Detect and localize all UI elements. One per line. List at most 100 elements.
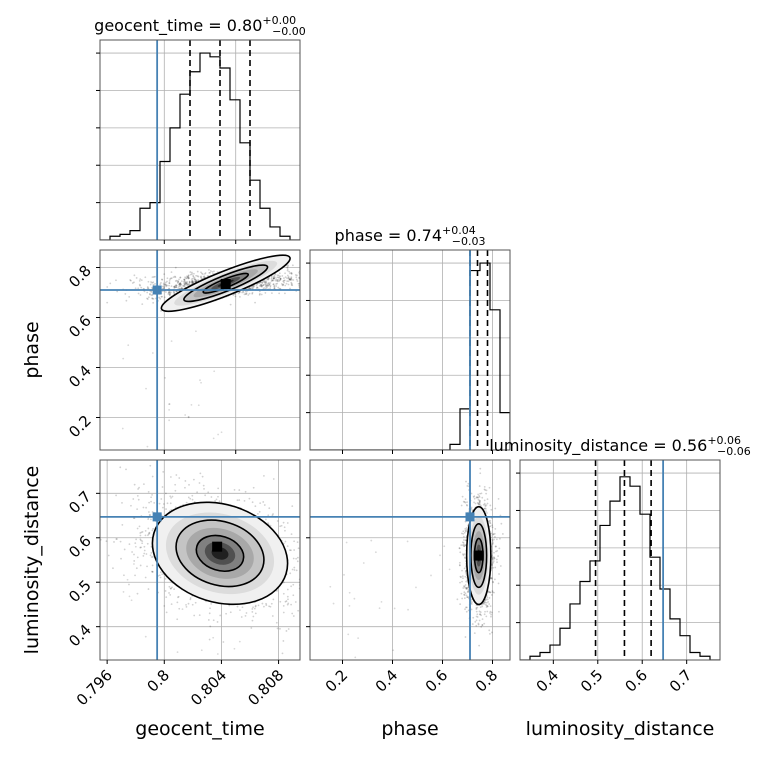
sample-point <box>193 272 195 275</box>
sample-point <box>461 569 463 572</box>
sample-point <box>267 278 270 280</box>
sample-point <box>486 605 489 608</box>
sample-point <box>483 485 486 488</box>
sample-point <box>273 277 275 279</box>
sample-point <box>181 608 184 610</box>
sample-point <box>183 284 186 287</box>
sample-point <box>172 291 175 294</box>
sample-point <box>261 602 264 605</box>
sample-point <box>483 499 486 502</box>
sample-point <box>267 281 270 284</box>
sample-point <box>279 278 282 280</box>
grid <box>100 40 300 240</box>
sample-point <box>479 606 482 609</box>
sample-point <box>162 282 165 285</box>
sample-point <box>476 616 479 618</box>
sample-point <box>465 480 467 483</box>
sample-point <box>467 588 470 591</box>
sample-point <box>470 603 473 605</box>
sample-point <box>134 574 136 577</box>
sample-point <box>199 276 202 279</box>
sample-point <box>165 508 167 510</box>
sample-point <box>193 614 196 617</box>
sample-point <box>173 285 176 288</box>
sample-point <box>150 556 153 558</box>
sample-point <box>290 278 293 281</box>
sample-point <box>185 277 188 280</box>
sample-point <box>139 294 142 296</box>
sample-point <box>200 276 203 279</box>
sample-point <box>481 605 484 608</box>
sample-point <box>460 576 462 579</box>
sample-point <box>232 294 235 296</box>
sample-point <box>160 295 163 298</box>
sample-point <box>151 564 154 567</box>
sample-point <box>332 567 334 569</box>
sample-point <box>478 619 481 622</box>
sample-point <box>164 492 167 495</box>
sample-point <box>286 265 289 268</box>
sample-point <box>168 282 171 284</box>
sample-point <box>489 525 492 528</box>
sample-point <box>151 281 154 284</box>
sample-point <box>174 266 177 269</box>
sample-point <box>144 576 147 579</box>
sample-point <box>158 296 161 299</box>
sample-point <box>113 541 115 543</box>
sample-point <box>185 605 188 608</box>
sample-point <box>208 638 211 641</box>
sample-point <box>186 283 189 286</box>
sample-point <box>296 280 299 282</box>
sample-point <box>116 290 119 293</box>
sample-point <box>473 495 476 498</box>
sample-point <box>491 590 494 592</box>
sample-point <box>261 285 263 288</box>
sample-point <box>160 498 163 500</box>
sample-point <box>187 496 190 499</box>
sample-point <box>163 283 165 286</box>
sample-point <box>462 587 465 589</box>
sample-point <box>489 504 492 507</box>
sample-point <box>297 547 300 550</box>
sample-point <box>264 281 266 284</box>
sample-point <box>486 502 489 505</box>
sample-point <box>187 274 190 277</box>
sample-point <box>176 601 179 604</box>
sample-point <box>203 272 206 275</box>
sample-point <box>464 575 467 578</box>
sample-point <box>164 590 167 592</box>
sample-point <box>302 275 304 277</box>
sample-point <box>199 379 201 382</box>
sample-point <box>295 569 298 572</box>
sample-point <box>346 271 348 273</box>
sample-point <box>464 539 467 542</box>
sample-point <box>143 545 146 548</box>
sample-point <box>473 632 476 635</box>
sample-point <box>200 649 203 652</box>
sample-point <box>295 557 298 560</box>
sample-point <box>167 287 170 290</box>
sample-point <box>170 277 173 280</box>
sample-point <box>166 280 168 283</box>
sample-point <box>463 556 466 559</box>
sample-point <box>477 623 480 626</box>
sample-point <box>149 554 152 557</box>
sample-point <box>488 629 491 632</box>
sample-point <box>465 587 468 590</box>
sample-point <box>147 287 150 290</box>
sample-point <box>290 549 292 552</box>
sample-point <box>490 613 493 616</box>
sample-point <box>493 557 496 559</box>
sample-point <box>274 276 276 279</box>
sample-point <box>465 606 468 609</box>
sample-point <box>125 468 127 471</box>
sample-point <box>251 285 254 288</box>
sample-point <box>305 283 307 285</box>
sample-point <box>488 597 491 599</box>
sample-point <box>495 558 498 561</box>
sample-point <box>179 283 181 286</box>
sample-point <box>123 548 126 551</box>
sample-point <box>304 267 306 269</box>
sample-point <box>244 290 247 293</box>
sample-point <box>302 542 304 544</box>
